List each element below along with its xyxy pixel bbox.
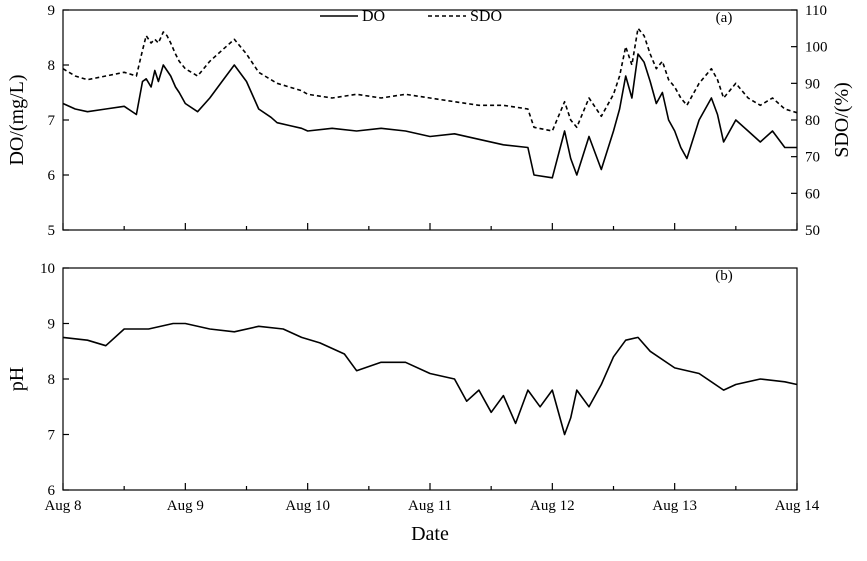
x-axis-tick-label-3: Aug 11 [408,498,452,514]
panel-a-y-tick-label-8: 8 [48,58,56,74]
panel-b-y-tick-label-10: 10 [40,261,55,277]
x-axis-tick-label-6: Aug 14 [775,498,820,514]
panel-a-y2-tick-label-50: 50 [805,223,820,239]
panel-a-y-tick-label-6: 6 [48,168,56,184]
legend: DO SDO [320,8,502,25]
panel-b-y-axis-title: pH [6,367,28,391]
panel-a: 5 6 7 8 9 50 60 70 80 90 100 110 DO/(mg/L) SDO/(%)… [6,3,853,239]
series-sdo-line [62,27,798,132]
x-axis-tick-label-5: Aug 13 [652,498,697,514]
panel-b-y-tick-label-7: 7 [48,428,56,444]
x-axis-tick-label-1: Aug 9 [167,498,204,514]
panel-a-series [62,27,798,179]
x-axis-tick-label-2: Aug 10 [285,498,330,514]
panel-a-y-tick-label-9: 9 [48,3,56,19]
panel-a-y2-tick-label-110: 110 [805,3,827,19]
panel-a-y2-tick-label-90: 90 [805,76,820,92]
panel-a-y2-tick-label-100: 100 [805,40,828,56]
panel-a-label: (a) [716,10,733,26]
series-ph-line [62,322,798,436]
x-axis-title: Date [411,523,449,545]
panel-a-y2-tick-label-80: 80 [805,113,820,129]
panel-a-left-axis: 5 6 7 8 9 [48,3,69,239]
legend-sdo-label: SDO [470,8,502,25]
panel-a-y2-axis-title: SDO/(%) [831,82,853,158]
panel-b-y-tick-label-9: 9 [48,317,56,333]
panel-a-right-axis: 50 60 70 80 90 100 110 [791,3,828,239]
panel-a-y2-tick-label-70: 70 [805,150,820,166]
panel-b-x-axis: Aug 8 Aug 9 Aug 10 Aug 11 Aug 12 Aug 13 Aug 14 [44,483,820,514]
series-do-line [62,53,797,179]
panel-a-y-axis-title: DO/(mg/L) [6,74,28,165]
panel-a-y-tick-label-5: 5 [48,223,56,239]
legend-do-label: DO [362,8,385,25]
panel-a-frame [62,9,798,231]
panel-b-label: (b) [715,268,733,284]
panel-b-left-axis: 6 7 8 9 10 [40,261,69,499]
panel-a-y2-tick-label-60: 60 [805,186,820,202]
panel-b: 6 7 8 9 10 Aug 8 Aug 9 Aug 10 Aug 11 Aug 12 Aug 1… [6,261,820,545]
panel-b-series [62,322,798,436]
panel-a-y-tick-label-7: 7 [48,113,56,129]
panel-a-x-axis [62,223,798,230]
x-axis-tick-label-4: Aug 12 [530,498,575,514]
x-axis-tick-label-0: Aug 8 [44,498,81,514]
panel-b-y-tick-label-6: 6 [48,483,56,499]
panel-b-y-tick-label-8: 8 [48,372,56,388]
panel-b-frame [62,267,798,491]
